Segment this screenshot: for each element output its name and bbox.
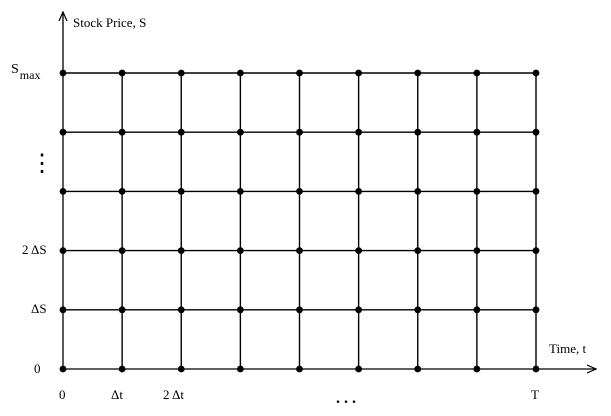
grid-node [473,69,481,77]
grid-node [236,365,244,373]
s-max-subscript: max [20,68,41,82]
grid-lines [63,72,537,369]
grid-nodes [59,69,540,373]
grid-node [296,247,303,255]
grid-node [177,188,185,195]
x-label-zero: 0 [59,387,66,402]
grid-node [355,128,363,136]
grid-node [59,188,67,195]
grid-node [236,69,244,77]
grid-node [59,306,67,314]
x-label-delta-t: Δt [111,387,123,402]
x-label-T: T [531,387,539,402]
grid-node [236,306,244,314]
x-label-two-delta-t: 2 Δt [163,387,184,402]
grid-node [118,128,126,136]
grid-node [355,69,363,77]
grid-node [414,128,422,136]
grid-node [532,69,540,77]
grid-node [532,188,540,195]
grid-node [236,128,244,136]
grid-node [473,365,481,373]
grid-node [355,247,363,255]
grid-node [59,247,67,255]
y-axis-label: Stock Price, S [73,15,146,30]
grid-node [296,69,303,77]
grid-node [414,306,422,314]
grid-node [177,69,185,77]
y-label-two-delta-s: 2 ΔS [22,242,47,257]
grid-node [296,128,303,136]
grid-node [118,69,126,77]
grid-node [414,247,422,255]
y-label-s-max: Smax [11,62,40,82]
y-label-vdots: ⋮ [30,151,54,177]
grid-node [177,365,185,373]
grid-node [296,306,303,314]
y-label-delta-s: ΔS [31,301,47,316]
grid-node [355,188,363,195]
x-label-ellipsis: . . . [336,390,356,407]
grid-node [177,128,185,136]
grid-node [118,365,126,373]
grid-node [532,365,540,373]
grid-node [296,365,303,373]
s-max-base: S [11,62,19,77]
grid-node [59,69,67,77]
grid-node [236,188,244,195]
grid-node [177,247,185,255]
grid-node [118,188,126,195]
grid-node [532,306,540,314]
grid-node [414,188,422,195]
grid-node [473,128,481,136]
y-label-zero: 0 [34,361,41,376]
grid-node [118,247,126,255]
grid-node [532,128,540,136]
grid-node [236,247,244,255]
grid-node [355,365,363,373]
grid-node [118,306,126,314]
grid-node [532,247,540,255]
grid-node [414,69,422,77]
grid-node [296,188,303,195]
grid-node [59,365,67,373]
x-axis-label: Time, t [549,341,586,356]
grid-node [473,188,481,195]
grid-node [355,306,363,314]
grid-node [473,306,481,314]
grid-node [414,365,422,373]
grid-node [473,247,481,255]
grid-node [177,306,185,314]
grid-node [59,128,67,136]
